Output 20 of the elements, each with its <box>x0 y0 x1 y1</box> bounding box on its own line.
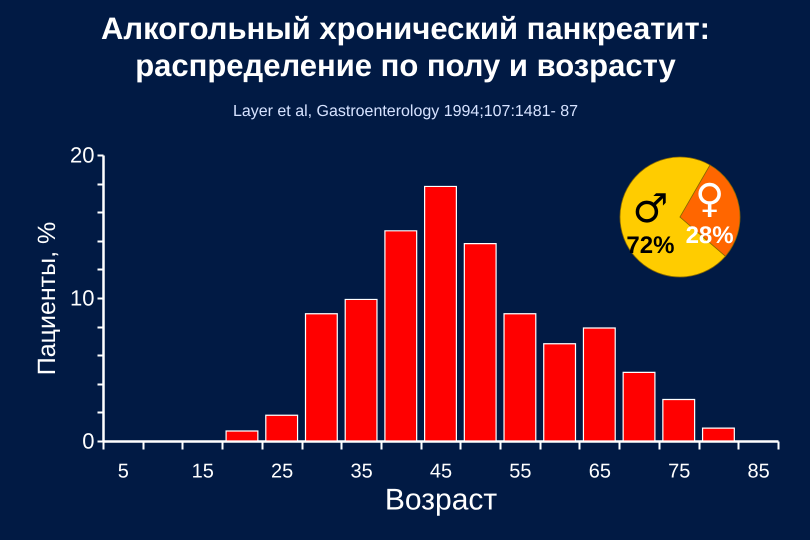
slice-label: ♂ <box>632 186 668 232</box>
x-tick-label: 35 <box>350 460 373 482</box>
x-tick-label: 25 <box>271 460 294 482</box>
data-label: 28% <box>686 222 734 249</box>
slice-label: ♀ <box>694 176 724 222</box>
y-tick-label: 20 <box>70 142 94 168</box>
chart-title: Алкогольный хронический панкреатит: распределение по полу и возрасту <box>101 11 710 83</box>
x-tick-label: 85 <box>748 460 770 482</box>
x-tick-label: 55 <box>509 460 532 482</box>
x-tick-label: 75 <box>668 460 690 482</box>
data-label: 72% <box>626 232 674 260</box>
x-tick-label: 5 <box>118 460 129 482</box>
chart-subtitle: Layer et al, Gastroenterology 1994;107:1481- 87 <box>232 103 578 120</box>
y-tick-label: 10 <box>70 286 94 310</box>
y-tick-label: 0 <box>82 428 94 454</box>
x-axis-title: Возраст <box>384 484 498 516</box>
x-tick-label: 65 <box>588 460 611 482</box>
x-tick-label: 15 <box>192 460 214 482</box>
x-tick-label: 45 <box>430 460 452 482</box>
y-axis-title: Пациенты, % <box>33 222 62 376</box>
